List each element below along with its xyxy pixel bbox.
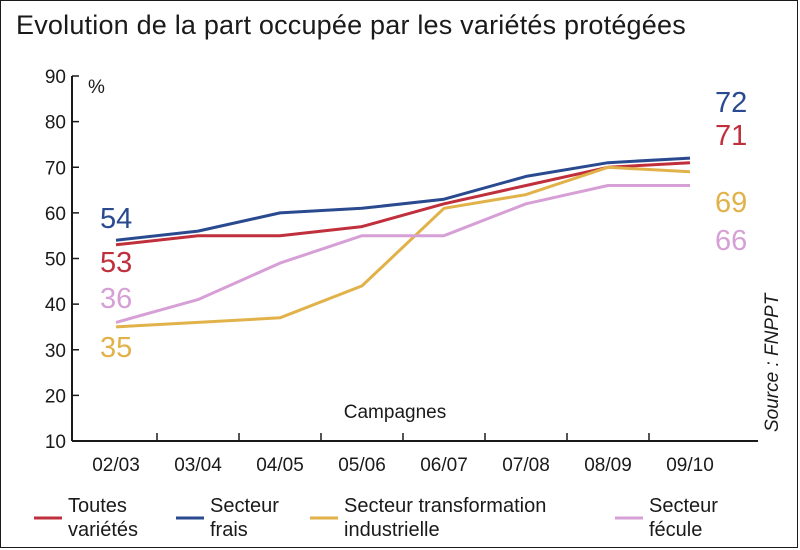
x-tick-label: 05/06: [338, 455, 386, 476]
x-tick-label: 02/03: [92, 455, 140, 476]
y-tick-label: 90: [45, 67, 66, 88]
legend-label: frais: [210, 519, 248, 541]
legend-label: Secteur transformation: [344, 495, 546, 517]
y-tick-label: 50: [45, 250, 66, 271]
y-tick-label: 30: [45, 341, 66, 362]
y-tick-label: 40: [45, 295, 66, 316]
series-line: [115, 165, 691, 329]
y-tick-label: 70: [45, 158, 66, 179]
start-value-label: 54: [100, 203, 132, 235]
y-unit-label: %: [88, 77, 105, 98]
x-tick-label: 08/09: [584, 455, 632, 476]
legend-label: Secteur: [649, 495, 718, 517]
y-tick-label: 80: [45, 113, 66, 134]
x-tick-label: 09/10: [666, 455, 714, 476]
y-tick-labels: 10 20 30 40 50 60 70 80 90: [45, 67, 79, 453]
y-tick-label: 20: [45, 386, 66, 407]
data-labels: 53 71 54 72 35 69 36 66: [100, 87, 747, 364]
legend-label: fécule: [649, 519, 702, 541]
source-label: Source : FNPPT: [762, 292, 783, 432]
x-tick-label: 04/05: [256, 455, 304, 476]
x-tick-label: 03/04: [174, 455, 222, 476]
chart-title: Evolution de la part occupée par les var…: [16, 10, 686, 40]
end-value-label: 71: [715, 120, 747, 152]
start-value-label: 53: [100, 247, 132, 279]
end-value-label: 69: [715, 187, 747, 219]
y-tick-label: 10: [45, 432, 66, 453]
legend-label: Toutes: [68, 495, 127, 517]
y-tick-label: 60: [45, 204, 66, 225]
legend-label: variétés: [68, 519, 138, 541]
x-tick-label: 06/07: [420, 455, 468, 476]
series-lines: [115, 156, 691, 329]
series-line: [115, 184, 690, 324]
x-axis-label: Campagnes: [344, 402, 446, 423]
start-value-label: 35: [100, 332, 132, 364]
axes: [71, 76, 758, 442]
end-value-label: 72: [715, 87, 747, 119]
legend-label: Secteur: [210, 495, 279, 517]
legend-label: industrielle: [344, 519, 440, 541]
series-line: [115, 156, 691, 242]
x-tick-label: 07/08: [502, 455, 550, 476]
x-tick-labels: 02/03 03/04 04/05 05/06 06/07 07/08 08/09 09/10: [92, 433, 714, 476]
start-value-label: 36: [100, 283, 132, 315]
end-value-label: 66: [715, 225, 747, 257]
